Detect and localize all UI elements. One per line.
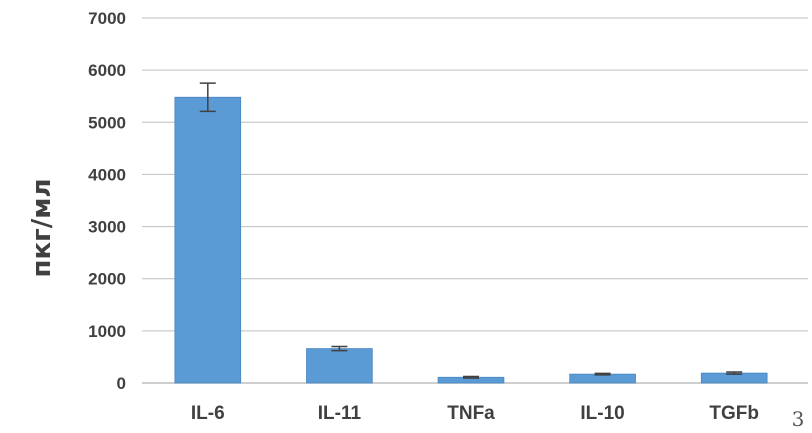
y-tick-label: 6000 (88, 61, 126, 80)
y-tick-label: 4000 (88, 165, 126, 184)
bar (174, 96, 242, 384)
bar (306, 348, 373, 384)
error-bar (199, 82, 216, 113)
error-bar (726, 371, 743, 375)
x-axis-categories: IL-6 IL-11 TNFa IL-10 TGFb (191, 403, 759, 424)
x-category-label: IL-11 (318, 403, 362, 424)
y-tick-label: 2000 (88, 270, 126, 289)
error-bar (594, 372, 611, 376)
page-number: 3 (792, 407, 805, 431)
x-category-label: IL-10 (580, 403, 624, 424)
x-category-label: IL-6 (191, 403, 225, 424)
y-tick-label: 7000 (88, 9, 126, 28)
y-axis-label: пкг/мл (27, 179, 57, 278)
y-tick-label: 0 (117, 374, 126, 393)
bars (174, 96, 768, 384)
x-category-label: TNFa (447, 403, 495, 424)
y-axis-ticks: 0 1000 2000 3000 4000 5000 6000 7000 (88, 9, 126, 393)
y-tick-label: 1000 (88, 322, 126, 341)
y-tick-label: 3000 (88, 218, 126, 237)
x-category-label: TGFb (709, 403, 759, 424)
y-tick-label: 5000 (88, 113, 126, 132)
error-bar (331, 345, 348, 352)
error-bars (199, 82, 743, 379)
error-bar (463, 375, 479, 379)
gridlines (142, 17, 808, 384)
